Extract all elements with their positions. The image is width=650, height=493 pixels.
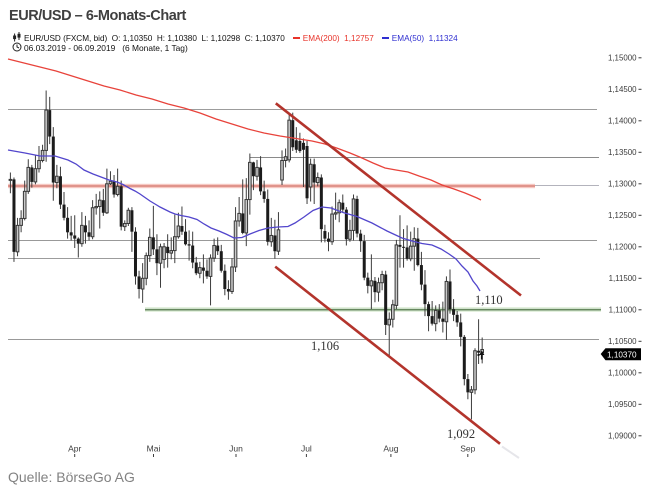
svg-text:1,14500: 1,14500: [608, 85, 637, 94]
svg-text:Aug: Aug: [383, 444, 398, 454]
svg-text:1,09500: 1,09500: [608, 400, 637, 409]
svg-text:1,092: 1,092: [447, 427, 475, 441]
svg-text:1,13000: 1,13000: [608, 180, 637, 189]
svg-text:Jul: Jul: [301, 444, 312, 454]
svg-text:1,12000: 1,12000: [608, 243, 637, 252]
svg-text:1,11500: 1,11500: [609, 274, 638, 283]
svg-text:Apr: Apr: [68, 444, 81, 454]
svg-text:Sep: Sep: [460, 444, 475, 454]
svg-text:1,09000: 1,09000: [608, 432, 637, 441]
svg-text:Mai: Mai: [147, 444, 161, 454]
svg-text:1,15000: 1,15000: [608, 54, 637, 63]
svg-text:1,110: 1,110: [475, 293, 503, 307]
svg-text:1,10370: 1,10370: [607, 350, 637, 359]
svg-text:1,106: 1,106: [311, 339, 339, 353]
svg-text:1,12500: 1,12500: [608, 211, 637, 220]
svg-text:1,14000: 1,14000: [608, 117, 637, 126]
svg-text:1,13500: 1,13500: [608, 148, 637, 157]
svg-text:1,10500: 1,10500: [608, 337, 637, 346]
svg-text:1,11000: 1,11000: [609, 306, 638, 315]
svg-text:1,10000: 1,10000: [608, 369, 637, 378]
svg-text:Jun: Jun: [229, 444, 243, 454]
